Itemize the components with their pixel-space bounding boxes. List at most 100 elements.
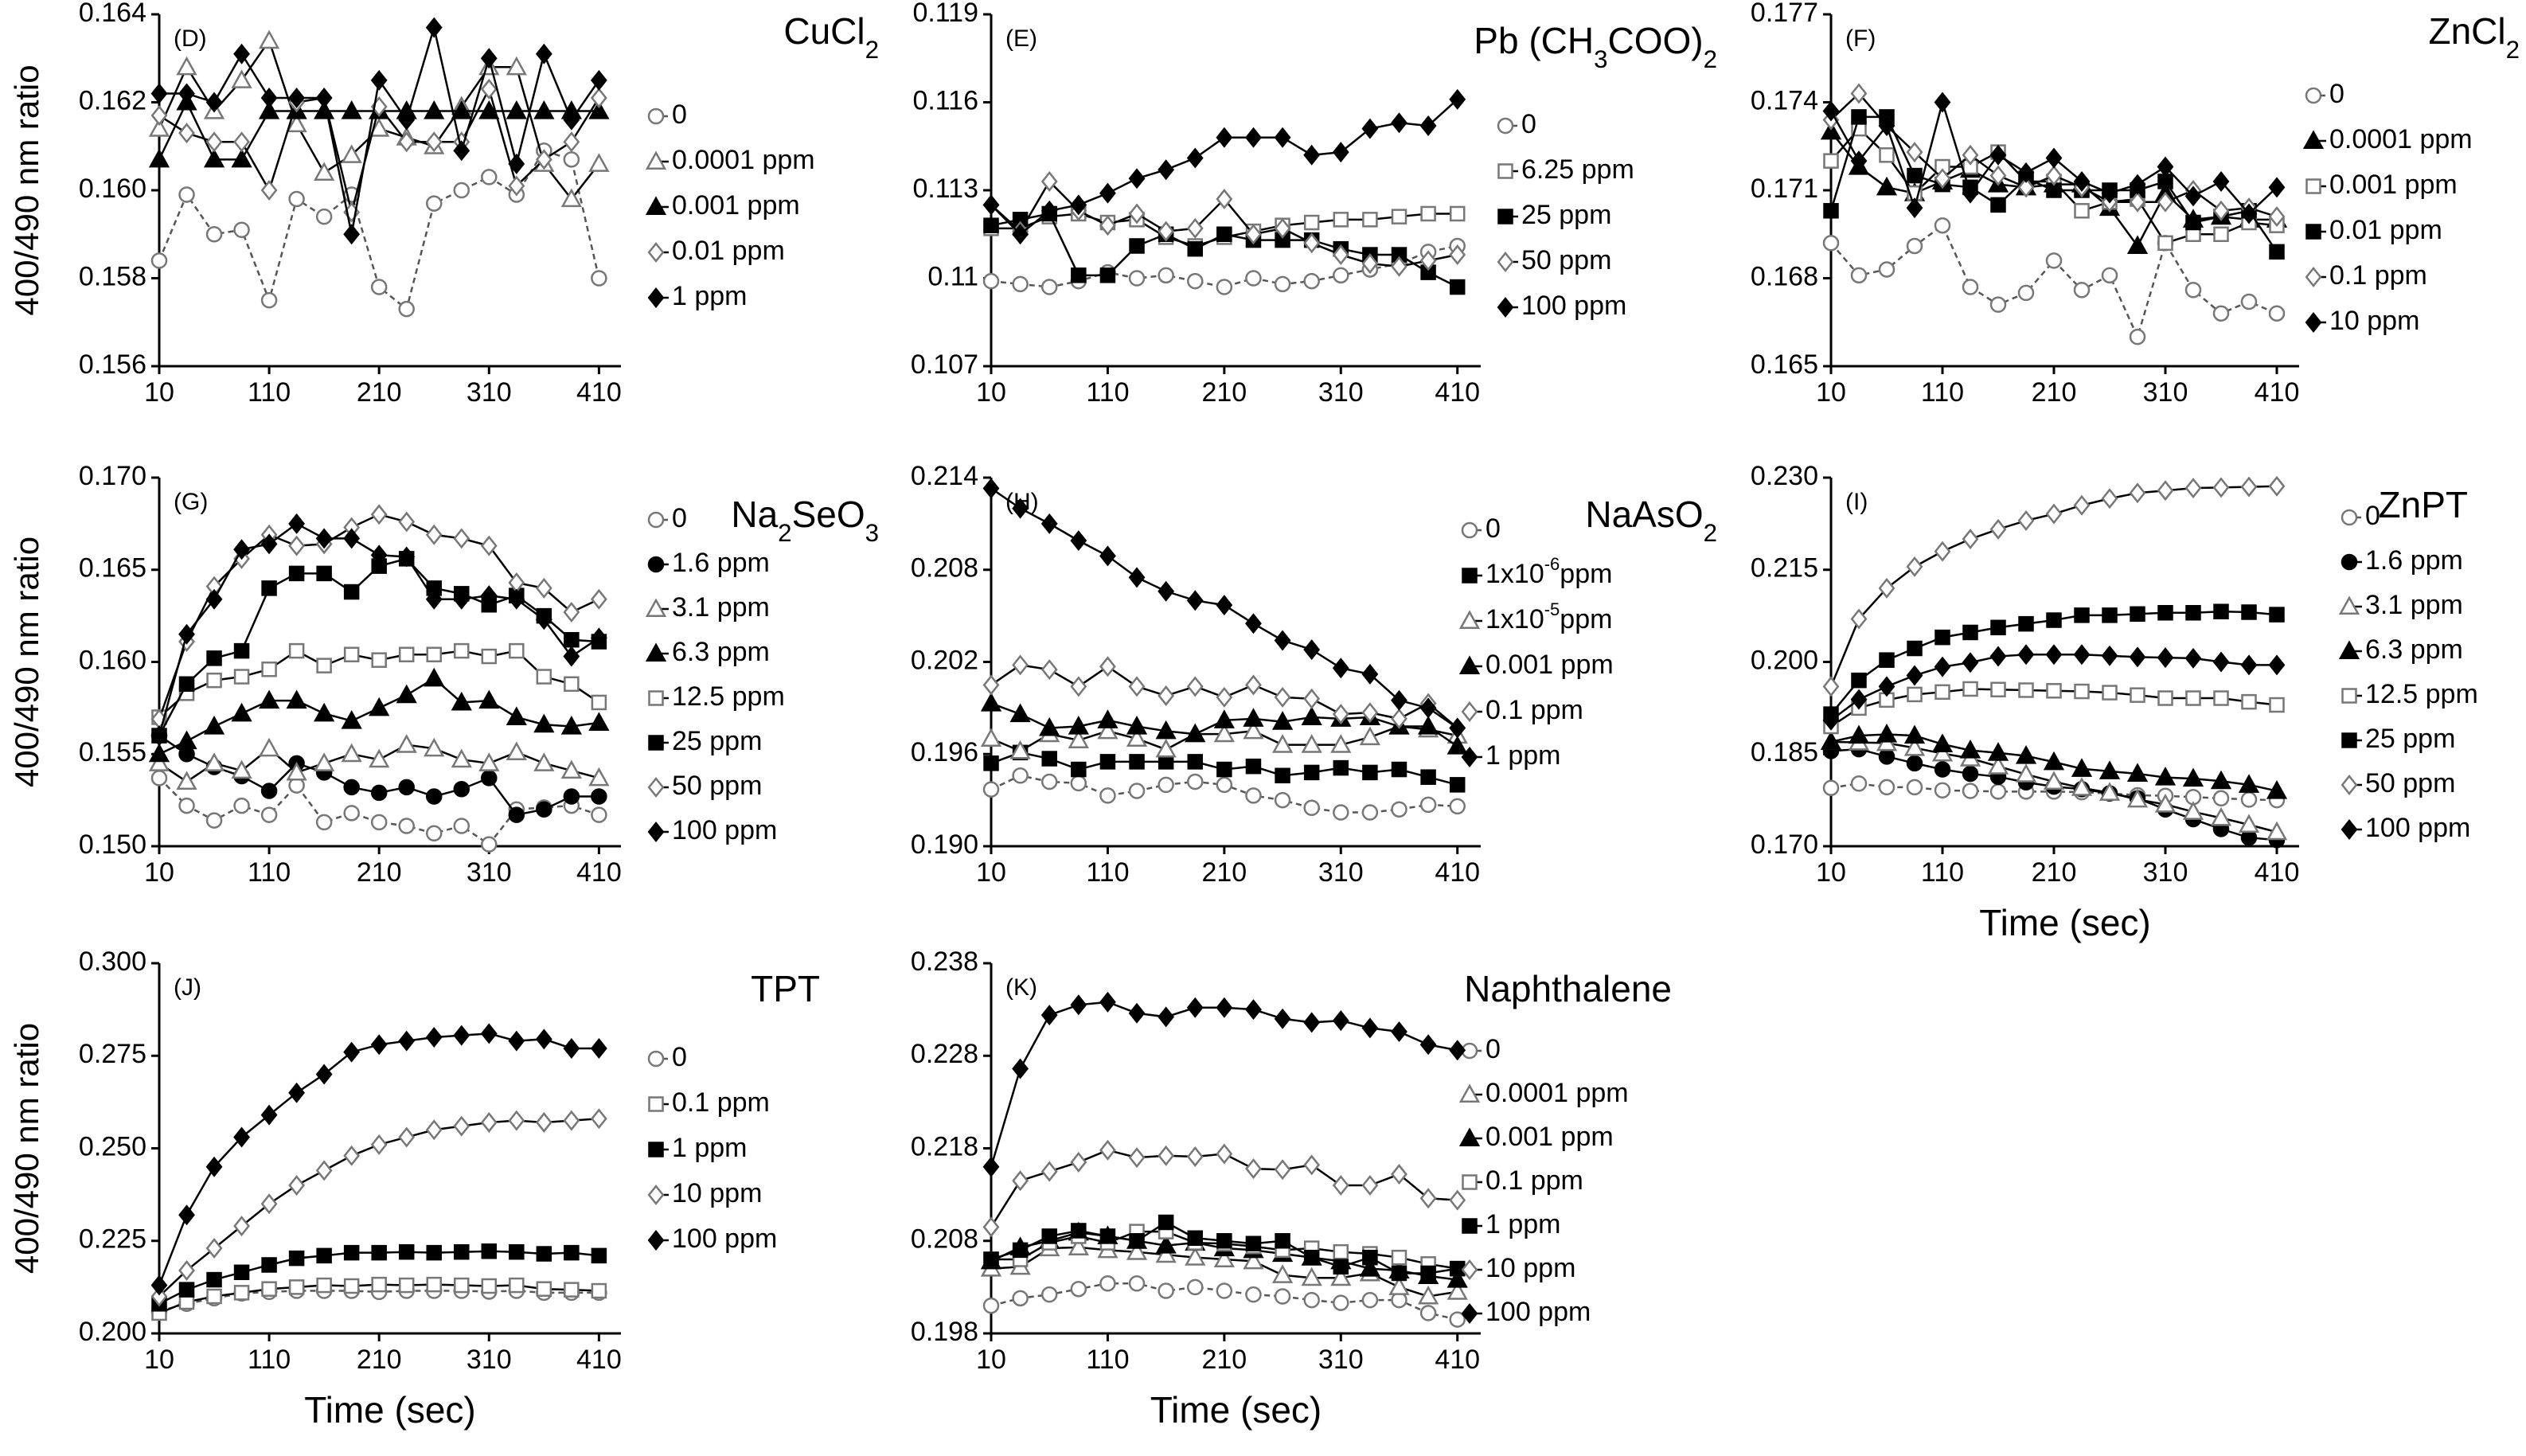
legend-label: 0.01 ppm	[2329, 215, 2442, 245]
data-point	[2212, 477, 2230, 498]
data-point	[260, 179, 278, 201]
panel-title: NaAsO2	[1585, 494, 1717, 547]
data-point	[2015, 744, 2037, 764]
data-point	[2074, 607, 2090, 623]
data-point	[233, 797, 250, 814]
panel-letter: (F)	[1845, 25, 1876, 52]
data-point	[509, 1277, 525, 1294]
data-point	[1099, 1228, 1116, 1244]
data-point	[288, 513, 306, 534]
data-point	[343, 646, 360, 662]
legend-entry: 10 ppm	[2305, 306, 2419, 336]
series-line	[1830, 224, 2278, 340]
legend-entry: 1.6 ppm	[2341, 545, 2463, 576]
y-tick-label: 0.158	[79, 261, 146, 291]
x-tick-label: 10	[144, 377, 174, 408]
data-point	[1333, 1294, 1349, 1311]
data-point	[370, 69, 388, 91]
data-point	[1099, 1139, 1116, 1161]
legend-entry: 100 ppm	[2341, 813, 2470, 843]
data-point	[1158, 580, 1175, 602]
x-tick-label: 410	[576, 377, 622, 408]
legend-label: 6.3 ppm	[672, 637, 770, 667]
legend-marker	[2305, 178, 2321, 194]
data-point	[2240, 476, 2258, 498]
data-point	[1303, 1291, 1320, 1309]
data-point	[506, 706, 527, 725]
data-point	[1934, 656, 1951, 677]
data-point	[2130, 606, 2145, 623]
data-point	[260, 87, 278, 108]
data-point	[1391, 689, 1407, 711]
y-tick-label: 0.170	[79, 461, 146, 491]
data-point	[426, 1244, 442, 1261]
x-tick-label: 310	[467, 857, 512, 888]
data-point	[205, 1156, 223, 1177]
legend-marker	[647, 107, 665, 125]
data-point	[1879, 652, 1895, 668]
data-point	[2157, 235, 2173, 252]
legend-marker	[1461, 701, 1478, 723]
data-point	[341, 100, 362, 119]
series-line	[990, 244, 1458, 288]
legend-entry: 50 ppm	[2341, 768, 2455, 798]
data-point	[536, 669, 552, 685]
x-tick-label: 210	[2032, 857, 2077, 888]
legend-label: 0.001 ppm	[2329, 170, 2458, 200]
legend-label: 1x10-6ppm	[1486, 554, 1612, 589]
data-point	[425, 17, 443, 38]
x-tick-label: 210	[357, 857, 402, 888]
data-point	[1879, 147, 1895, 163]
data-point	[1012, 1290, 1029, 1307]
data-point	[1822, 779, 1840, 796]
data-point	[343, 584, 360, 600]
legend-entry: 1 ppm	[647, 281, 748, 311]
data-point	[343, 1278, 360, 1294]
data-point	[2240, 203, 2258, 224]
data-point	[563, 1037, 580, 1059]
data-point	[1243, 708, 1264, 727]
data-series	[150, 142, 607, 318]
legend-entry: 100 ppm	[1497, 291, 1626, 321]
data-point	[1040, 170, 1058, 192]
data-series	[1822, 217, 2286, 345]
data-point	[590, 1037, 607, 1059]
data-point	[982, 781, 1000, 798]
data-point	[563, 151, 580, 168]
data-series	[148, 734, 610, 790]
data-series	[148, 667, 610, 763]
legend-label: 1 ppm	[1486, 1209, 1561, 1239]
data-point	[1989, 783, 2007, 800]
x-tick-label: 410	[576, 857, 622, 888]
legend-label: 0	[2365, 501, 2380, 531]
data-point	[1301, 1267, 1322, 1286]
data-point	[2074, 203, 2090, 219]
legend-entry: 0.01 ppm	[647, 236, 785, 266]
data-point	[1417, 1285, 1439, 1305]
x-tick-label: 310	[467, 1345, 512, 1375]
data-point	[1987, 755, 2009, 775]
data-series	[150, 727, 607, 823]
x-tick-label: 110	[1921, 377, 1964, 408]
data-point	[370, 504, 388, 525]
data-point	[508, 175, 525, 197]
data-point	[1332, 244, 1349, 266]
data-point	[2268, 177, 2286, 198]
legend-marker	[648, 690, 664, 706]
data-point	[2129, 191, 2146, 213]
legend-entry: 1 ppm	[1461, 740, 1561, 771]
data-point	[1129, 238, 1145, 254]
data-point	[1388, 1276, 1410, 1295]
legend-entry: 25 ppm	[2341, 724, 2455, 754]
data-point	[288, 1279, 305, 1295]
y-tick-label: 0.170	[1751, 829, 1818, 860]
data-point	[315, 528, 333, 549]
data-point	[480, 535, 498, 556]
data-point	[1186, 1146, 1204, 1167]
legend-entry: 0	[1461, 1034, 1501, 1064]
y-axis-label: 400/490 nm ratio	[8, 537, 45, 787]
data-point	[396, 684, 417, 704]
panel-title: ZnPT	[2379, 484, 2468, 525]
y-tick-label: 0.208	[911, 553, 978, 584]
